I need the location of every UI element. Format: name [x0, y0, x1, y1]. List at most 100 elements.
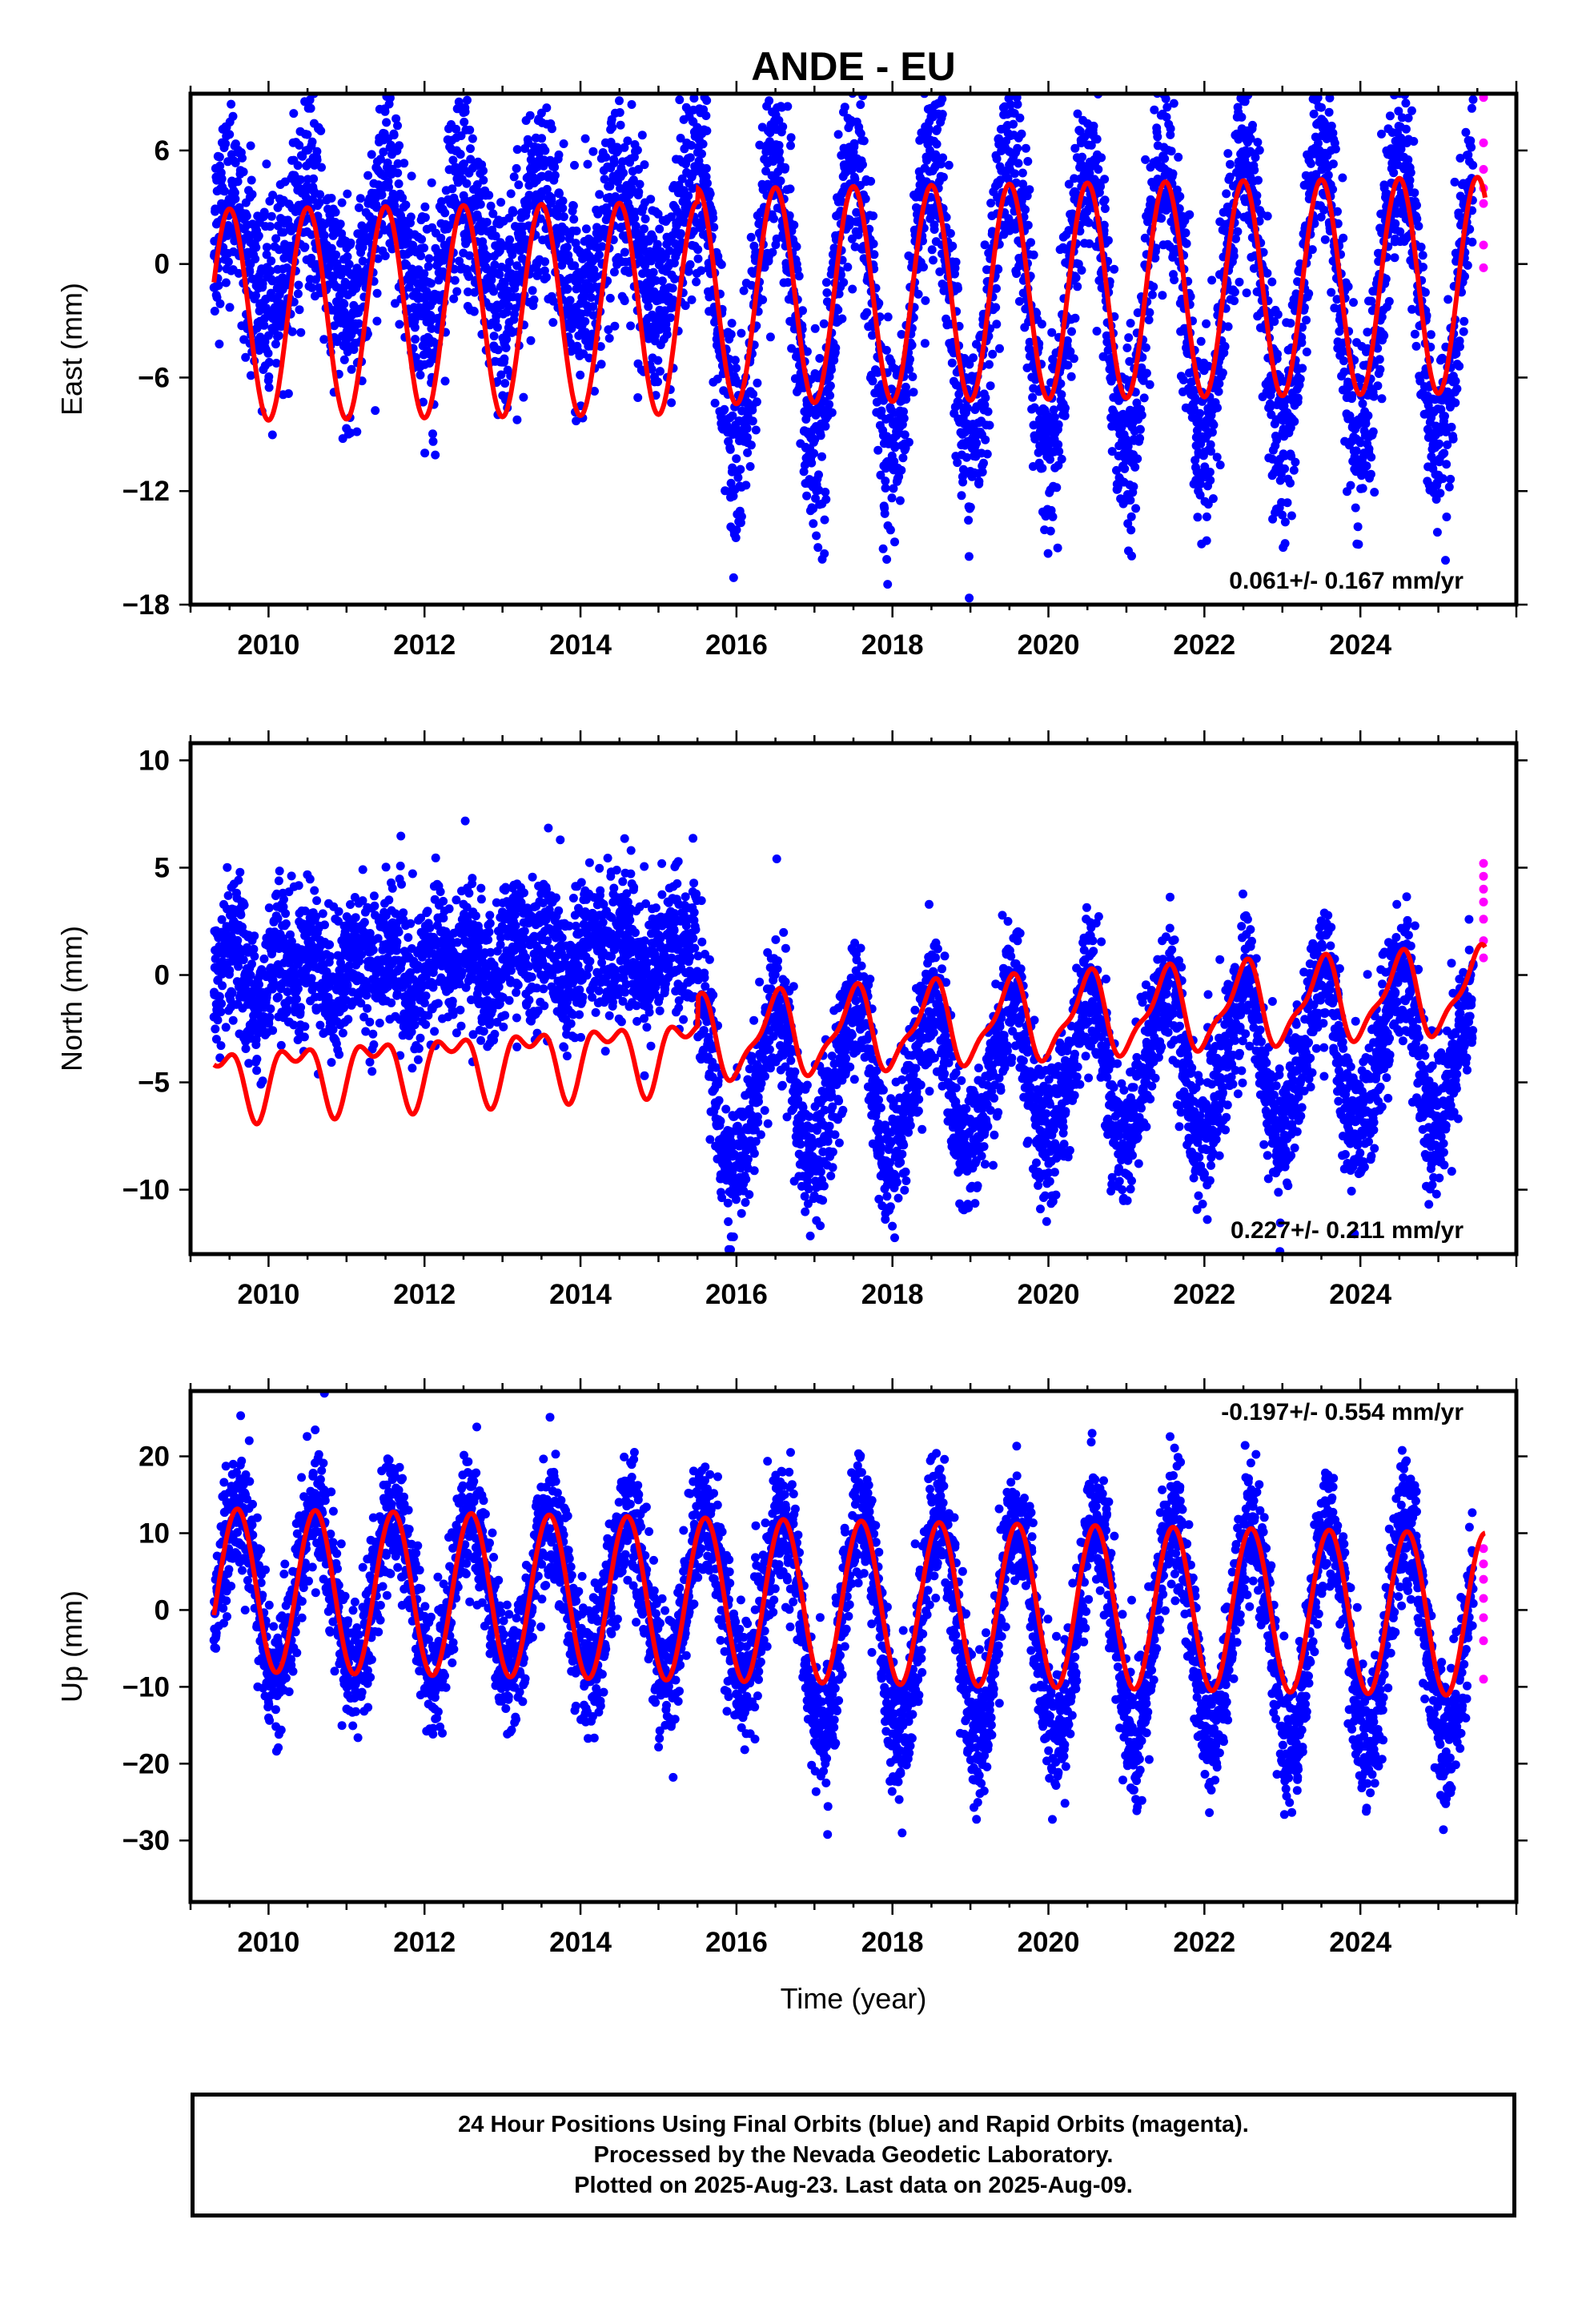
final-point [1202, 512, 1211, 521]
final-point [1355, 438, 1365, 448]
final-point [726, 478, 736, 488]
final-point [662, 330, 672, 340]
final-point [856, 100, 865, 110]
final-point [1298, 323, 1307, 332]
final-point [677, 174, 687, 183]
final-point [465, 125, 475, 135]
final-point [1125, 356, 1134, 366]
final-point [466, 144, 475, 154]
final-point [558, 203, 568, 213]
final-point [1320, 235, 1330, 244]
final-point [266, 266, 275, 275]
final-point [821, 488, 830, 497]
final-point [344, 259, 354, 269]
final-point [1010, 169, 1019, 179]
final-point [1021, 205, 1030, 215]
final-point [1286, 319, 1295, 328]
final-point [1375, 355, 1384, 364]
final-point [262, 159, 271, 169]
final-point [1174, 152, 1183, 162]
final-point [1084, 218, 1094, 227]
final-point [372, 288, 382, 298]
final-point [1057, 454, 1066, 464]
final-point [1407, 304, 1417, 314]
final-point [890, 537, 899, 547]
final-point [1082, 67, 1090, 76]
final-point [1223, 149, 1233, 159]
final-point [1412, 214, 1422, 223]
final-point [1349, 298, 1358, 308]
final-point [605, 293, 615, 303]
final-point [849, 11, 857, 20]
final-point [1214, 387, 1223, 396]
final-point [469, 307, 479, 316]
final-point [601, 152, 611, 162]
final-point [491, 231, 500, 241]
final-point [401, 200, 411, 210]
final-point [1088, 70, 1097, 79]
final-point [296, 328, 306, 337]
final-point [1364, 444, 1374, 453]
final-point [1162, 112, 1171, 122]
final-point [1351, 457, 1360, 467]
final-point [450, 275, 460, 285]
final-point [653, 356, 663, 365]
final-point [464, 251, 474, 260]
final-point [595, 190, 604, 199]
final-point [427, 178, 436, 187]
final-point [1223, 322, 1233, 332]
final-point [675, 95, 685, 105]
final-point [343, 189, 352, 199]
final-point [1323, 171, 1333, 180]
final-point [264, 357, 274, 367]
final-point [283, 389, 293, 398]
final-point [371, 406, 380, 416]
final-point [242, 211, 251, 221]
final-point [596, 342, 605, 352]
final-point [233, 177, 243, 187]
final-point [866, 176, 876, 186]
final-point [991, 303, 1001, 312]
final-point [772, 234, 781, 243]
final-point [262, 250, 271, 259]
final-point [375, 66, 383, 74]
final-point [969, 353, 978, 363]
final-point [569, 215, 579, 224]
final-point [938, 94, 947, 104]
final-point [307, 283, 317, 292]
final-point [1195, 490, 1205, 500]
final-point [913, 289, 923, 299]
final-point [685, 259, 695, 269]
final-point [1102, 337, 1112, 347]
final-point [1230, 287, 1239, 297]
final-point [1356, 375, 1366, 384]
final-point [1124, 333, 1134, 343]
final-point [655, 224, 665, 234]
final-point [610, 321, 620, 331]
final-point [1275, 476, 1285, 485]
final-point [727, 319, 737, 328]
final-point [631, 221, 640, 231]
final-point [627, 100, 636, 109]
final-point [420, 243, 429, 253]
final-point [489, 287, 499, 296]
final-point [644, 302, 653, 312]
final-point [542, 272, 551, 282]
final-point [897, 465, 906, 475]
final-point [666, 212, 676, 222]
final-point [1317, 103, 1326, 112]
final-point [479, 175, 488, 185]
final-point [1370, 488, 1379, 497]
final-point [315, 198, 324, 207]
final-point [946, 229, 955, 238]
final-point [1396, 133, 1406, 143]
final-point [964, 552, 974, 561]
final-point [352, 427, 362, 436]
final-point [1220, 342, 1230, 352]
final-point [1181, 228, 1191, 238]
final-point [739, 286, 749, 296]
final-point [1123, 442, 1133, 451]
final-point [1225, 172, 1235, 182]
final-point [450, 264, 459, 274]
final-point [1327, 121, 1336, 131]
